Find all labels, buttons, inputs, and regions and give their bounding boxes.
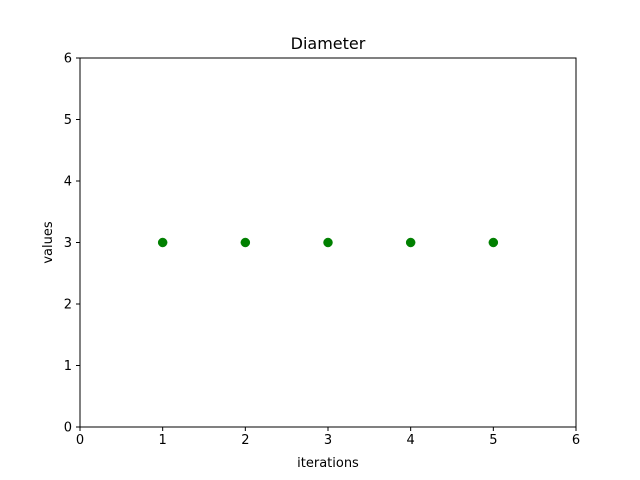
y-tick-label: 4 bbox=[64, 175, 72, 190]
data-point bbox=[323, 237, 333, 248]
x-tick-label: 1 bbox=[159, 433, 167, 448]
x-tick-label: 0 bbox=[76, 433, 84, 448]
x-tick-label: 6 bbox=[572, 433, 580, 448]
x-tick-label: 5 bbox=[489, 433, 497, 448]
plot-frame bbox=[79, 57, 577, 428]
y-tick-label: 0 bbox=[64, 421, 72, 436]
y-tick-label: 6 bbox=[64, 52, 72, 67]
x-axis-ticks: 0 1 2 3 4 5 6 bbox=[76, 427, 580, 448]
y-axis-ticks: 0 1 2 3 4 5 6 bbox=[64, 52, 80, 436]
y-tick-label: 1 bbox=[64, 359, 72, 374]
data-points bbox=[157, 237, 499, 248]
y-tick-label: 5 bbox=[64, 113, 72, 128]
data-point bbox=[405, 237, 416, 248]
x-tick-label: 3 bbox=[324, 433, 332, 448]
chart-title: Diameter bbox=[291, 34, 366, 53]
data-point bbox=[240, 237, 251, 248]
y-tick-label: 3 bbox=[64, 236, 72, 251]
x-tick-label: 2 bbox=[241, 433, 249, 448]
x-axis-label: iterations bbox=[297, 456, 359, 471]
y-axis-label: values bbox=[41, 221, 56, 264]
data-point bbox=[157, 237, 168, 248]
x-tick-label: 4 bbox=[407, 433, 415, 448]
data-point bbox=[488, 237, 499, 248]
y-tick-label: 2 bbox=[64, 298, 72, 313]
